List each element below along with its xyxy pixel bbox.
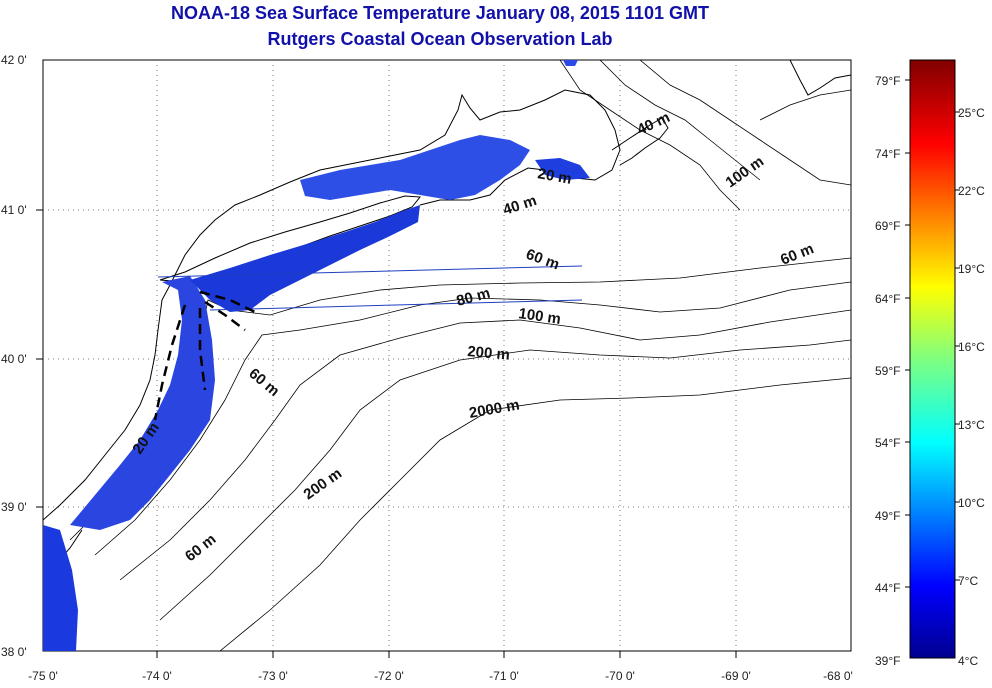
lat-label-42: 42 0' [1, 53, 27, 67]
lon-label-72: -72 0' [374, 669, 404, 683]
lat-label-38: 38 0' [1, 645, 27, 659]
depth-label-200m: 200 m [467, 343, 511, 364]
map-title: NOAA-18 Sea Surface Temperature January … [171, 3, 709, 23]
gulf-coast-ne [789, 60, 851, 96]
colorbar-f-label-74: 74°F [875, 147, 900, 161]
frame-ticks [36, 209, 737, 658]
colorbar-c-label-7: 7°C [958, 574, 978, 588]
colorbar-c-label-13: 13°C [958, 418, 985, 432]
colorbar-c-label-10: 10°C [958, 496, 985, 510]
lon-label-73: -73 0' [258, 669, 288, 683]
shipping-lanes [153, 290, 256, 421]
colorbar-ticks [905, 79, 960, 588]
colorbar-c-label-4: 4°C [958, 654, 978, 668]
sst-swaths [43, 60, 590, 651]
colorbar-f-label-79: 79°F [875, 74, 900, 88]
lat-label-40: 40 0' [1, 352, 27, 366]
colorbar-c-label-16: 16°C [958, 340, 985, 354]
colorbar-f-label-64: 64°F [875, 292, 900, 306]
depth-label-20m-north: 20 m [536, 165, 573, 188]
lon-label-74: -74 0' [142, 669, 172, 683]
map-subtitle: Rutgers Coastal Ocean Observation Lab [267, 29, 613, 49]
colorbar-f-label-59: 59°F [875, 364, 900, 378]
lat-label-41: 41 0' [1, 203, 27, 217]
colorbar-c-label-25: 25°C [958, 106, 985, 120]
colorbar [909, 59, 956, 659]
colorbar-f-label-44: 44°F [875, 581, 900, 595]
lon-label-70: -70 0' [605, 669, 635, 683]
colorbar-f-label-39: 39°F [875, 654, 900, 668]
lon-label-71: -71 0' [489, 669, 519, 683]
lon-label-75: -75 0' [28, 669, 58, 683]
lat-label-39: 39 0' [1, 500, 27, 514]
depth-label-100m: 100 m [517, 305, 561, 328]
lon-label-68: -68 0' [823, 669, 853, 683]
colorbar-c-label-22: 22°C [958, 184, 985, 198]
colorbar-f-label-49: 49°F [875, 509, 900, 523]
transect-lines [157, 265, 583, 311]
cape-cod [611, 117, 669, 166]
colorbar-c-label-19: 19°C [958, 262, 985, 276]
lon-label-69: -69 0' [721, 669, 751, 683]
colorbar-f-label-69: 69°F [875, 219, 900, 233]
colorbar-f-label-54: 54°F [875, 436, 900, 450]
